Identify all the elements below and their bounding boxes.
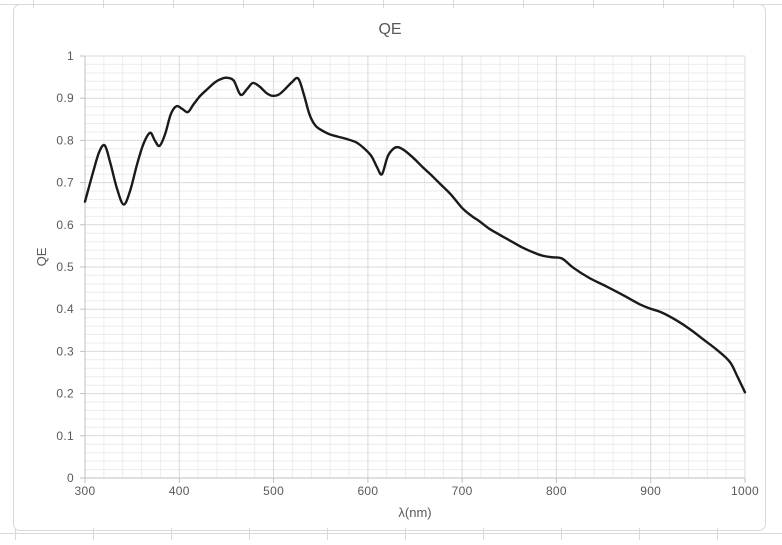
tick-labels: 300 400 500 600 700 800 900 1000 0 0.1 0.2 0.3 0.4 0.… xyxy=(56,49,759,498)
worksheet-row-line-bottom xyxy=(0,533,782,534)
x-tick-label: 700 xyxy=(452,484,473,498)
worksheet-column-tick xyxy=(93,528,94,540)
y-tick-label: 0.2 xyxy=(56,387,74,401)
y-tick-label: 0.6 xyxy=(56,218,74,232)
y-tick-label: 0.3 xyxy=(56,344,74,358)
y-tick-label: 0.7 xyxy=(56,176,74,190)
y-tick-label: 0 xyxy=(67,471,74,485)
x-tick-label: 300 xyxy=(75,484,96,498)
worksheet-row-line-top xyxy=(0,4,782,5)
worksheet-column-tick xyxy=(717,528,718,540)
axes-and-ticks xyxy=(80,55,746,483)
x-tick-label: 400 xyxy=(169,484,190,498)
y-tick-label: 0.5 xyxy=(56,260,74,274)
x-tick-label: 900 xyxy=(640,484,661,498)
worksheet-column-tick xyxy=(561,528,562,540)
y-tick-label: 0.1 xyxy=(56,429,74,443)
worksheet-column-tick xyxy=(15,528,16,540)
x-tick-label: 1000 xyxy=(731,484,759,498)
chart-title: QE xyxy=(378,21,402,38)
series-qe xyxy=(83,76,747,394)
worksheet-column-tick xyxy=(249,528,250,540)
worksheet-column-tick xyxy=(173,0,174,8)
worksheet-column-tick xyxy=(639,528,640,540)
worksheet-column-tick xyxy=(383,0,384,8)
worksheet-column-tick xyxy=(171,528,172,540)
x-axis-title: λ(nm) xyxy=(398,505,432,520)
worksheet-column-tick xyxy=(33,0,34,8)
worksheet-column-tick xyxy=(483,528,484,540)
major-gridlines xyxy=(84,55,746,478)
worksheet-column-tick xyxy=(593,0,594,8)
worksheet-column-tick xyxy=(243,0,244,8)
worksheet-column-tick xyxy=(313,0,314,8)
x-tick-label: 600 xyxy=(357,484,378,498)
qe-curve xyxy=(83,76,747,394)
y-tick-label: 0.4 xyxy=(56,302,74,316)
x-tick-label: 800 xyxy=(546,484,567,498)
y-tick-label: 0.9 xyxy=(56,91,74,105)
y-tick-label: 0.8 xyxy=(56,133,74,147)
x-tick-label: 500 xyxy=(263,484,284,498)
worksheet-column-tick xyxy=(327,528,328,540)
y-tick-label: 1 xyxy=(67,49,74,63)
worksheet-column-tick xyxy=(663,0,664,8)
worksheet-column-tick xyxy=(733,0,734,8)
worksheet-column-tick xyxy=(103,0,104,8)
worksheet-column-tick xyxy=(405,528,406,540)
y-axis-title: QE xyxy=(34,247,49,267)
worksheet-column-tick xyxy=(523,0,524,8)
worksheet-column-tick xyxy=(453,0,454,8)
